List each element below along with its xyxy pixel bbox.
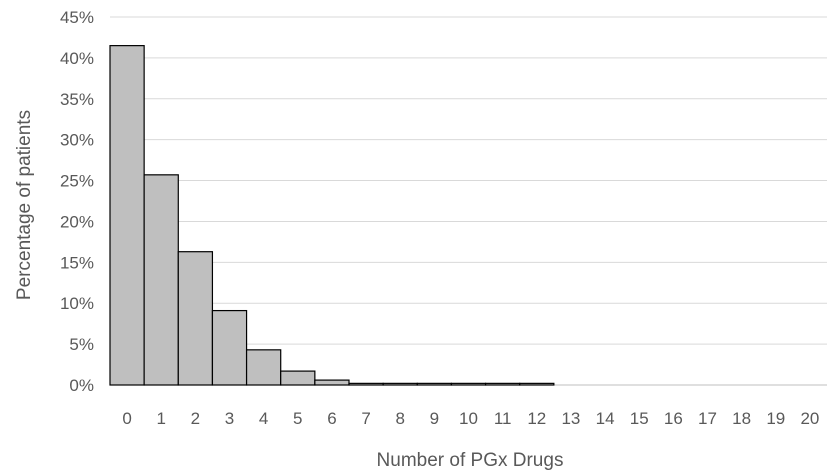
bar-6 [314,379,350,386]
x-tick-label: 13 [561,409,580,428]
y-tick-label: 0% [69,376,94,395]
bar-7 [348,382,384,386]
bar-1 [143,174,179,386]
bar-3 [211,309,248,386]
x-tick-label: 20 [800,409,819,428]
y-tick-label: 5% [69,335,94,354]
x-tick-label: 11 [494,409,512,428]
y-tick-label: 30% [60,131,94,150]
x-tick-label: 2 [191,409,200,428]
x-tick-label: 19 [766,409,785,428]
x-tick-label: 7 [361,409,370,428]
x-tick-label: 5 [293,409,302,428]
bar-4 [245,349,282,386]
x-tick-label: 1 [156,409,165,428]
y-tick-label: 10% [60,294,94,313]
bar-12 [519,382,555,386]
bar-9 [416,382,453,386]
y-tick-label: 20% [60,212,94,231]
y-tick-label: 25% [60,172,94,191]
bar-8 [382,382,418,386]
x-tick-label: 17 [698,409,717,428]
bar-2 [177,251,214,386]
x-tick-label: 9 [430,409,439,428]
bar-10 [450,382,487,386]
x-tick-label: 6 [327,409,336,428]
bar-11 [484,382,521,386]
x-tick-label: 10 [459,409,478,428]
y-tick-label: 40% [60,49,94,68]
x-tick-label: 15 [630,409,649,428]
bar-5 [280,370,316,386]
y-tick-label: 45% [60,8,94,27]
x-tick-label: 18 [732,409,751,428]
y-axis-title: Percentage of patients [14,110,35,300]
bars [109,45,555,386]
x-tick-label: 0 [122,409,131,428]
x-tick-label: 12 [527,409,546,428]
x-axis-title: Number of PGx Drugs [377,450,564,471]
x-tick-label: 8 [395,409,404,428]
x-tick-label: 3 [225,409,234,428]
y-tick-labels: 0% 5% 10% 15% 20% 25% 30% 35% 40% 45% [60,8,94,395]
bar-0 [109,45,145,386]
x-tick-label: 4 [259,409,268,428]
y-tick-label: 35% [60,90,94,109]
x-tick-label: 16 [664,409,683,428]
y-tick-label: 15% [60,253,94,272]
x-tick-labels: 0 1 2 3 4 5 6 7 8 9 10 11 12 13 14 15 16 17 18 19 20 [122,409,819,428]
x-tick-label: 14 [596,409,615,428]
